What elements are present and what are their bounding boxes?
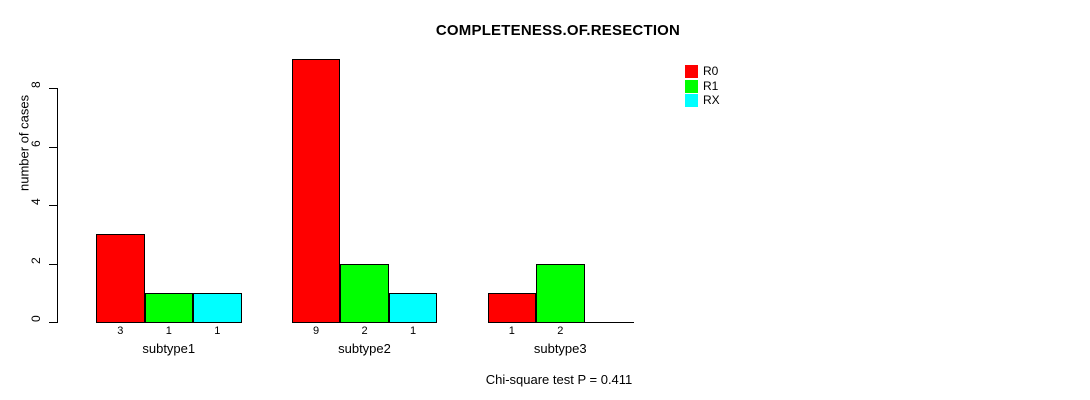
- bar-value-label: 1: [165, 325, 172, 337]
- bar-value-label: 2: [361, 325, 368, 337]
- bar-R1-subtype3: [536, 263, 585, 323]
- legend-swatch-R0: [685, 65, 698, 78]
- bar-R1-subtype2: [340, 263, 389, 323]
- y-axis-tick: [49, 322, 57, 323]
- x-axis-group-label: subtype3: [533, 341, 587, 356]
- bar-value-label: 2: [557, 325, 564, 337]
- zero-bar-baseline-RX-subtype3: [584, 322, 634, 323]
- bar-R0-subtype2: [291, 58, 341, 323]
- legend-item-R0: R0: [685, 65, 720, 78]
- bar-value-label: 1: [409, 325, 417, 337]
- y-axis-line: [57, 88, 58, 323]
- legend-label: RX: [703, 93, 720, 107]
- y-axis-tick: [49, 88, 57, 89]
- x-axis-group-label: subtype2: [338, 341, 391, 356]
- bar-R0-subtype1: [96, 234, 145, 323]
- legend-swatch-RX: [685, 94, 698, 107]
- y-axis-tick: [49, 205, 57, 206]
- x-axis-group-label: subtype1: [142, 341, 196, 356]
- bar-R1-subtype1: [144, 292, 193, 323]
- y-axis-tick: [49, 263, 57, 265]
- legend-item-R1: R1: [685, 78, 720, 93]
- y-axis-tick: [49, 146, 57, 148]
- bar-R0-subtype3: [487, 292, 536, 323]
- bar-RX-subtype1: [193, 292, 242, 323]
- legend-swatch-R1: [685, 79, 698, 93]
- bar-RX-subtype2: [388, 292, 438, 323]
- bar-value-label: 1: [508, 325, 515, 337]
- chi-square-annotation: Chi-square test P = 0.411: [485, 372, 633, 387]
- legend: R0 R1 RX: [685, 65, 720, 107]
- legend-label: R1: [703, 78, 719, 93]
- bar-value-label: 1: [214, 325, 221, 337]
- chart-title: COMPLETENESS.OF.RESECTION: [435, 22, 681, 39]
- bar-value-label: 3: [117, 325, 124, 337]
- legend-label: R0: [703, 64, 719, 78]
- bar-value-label: 9: [312, 325, 320, 337]
- legend-item-RX: RX: [685, 94, 720, 107]
